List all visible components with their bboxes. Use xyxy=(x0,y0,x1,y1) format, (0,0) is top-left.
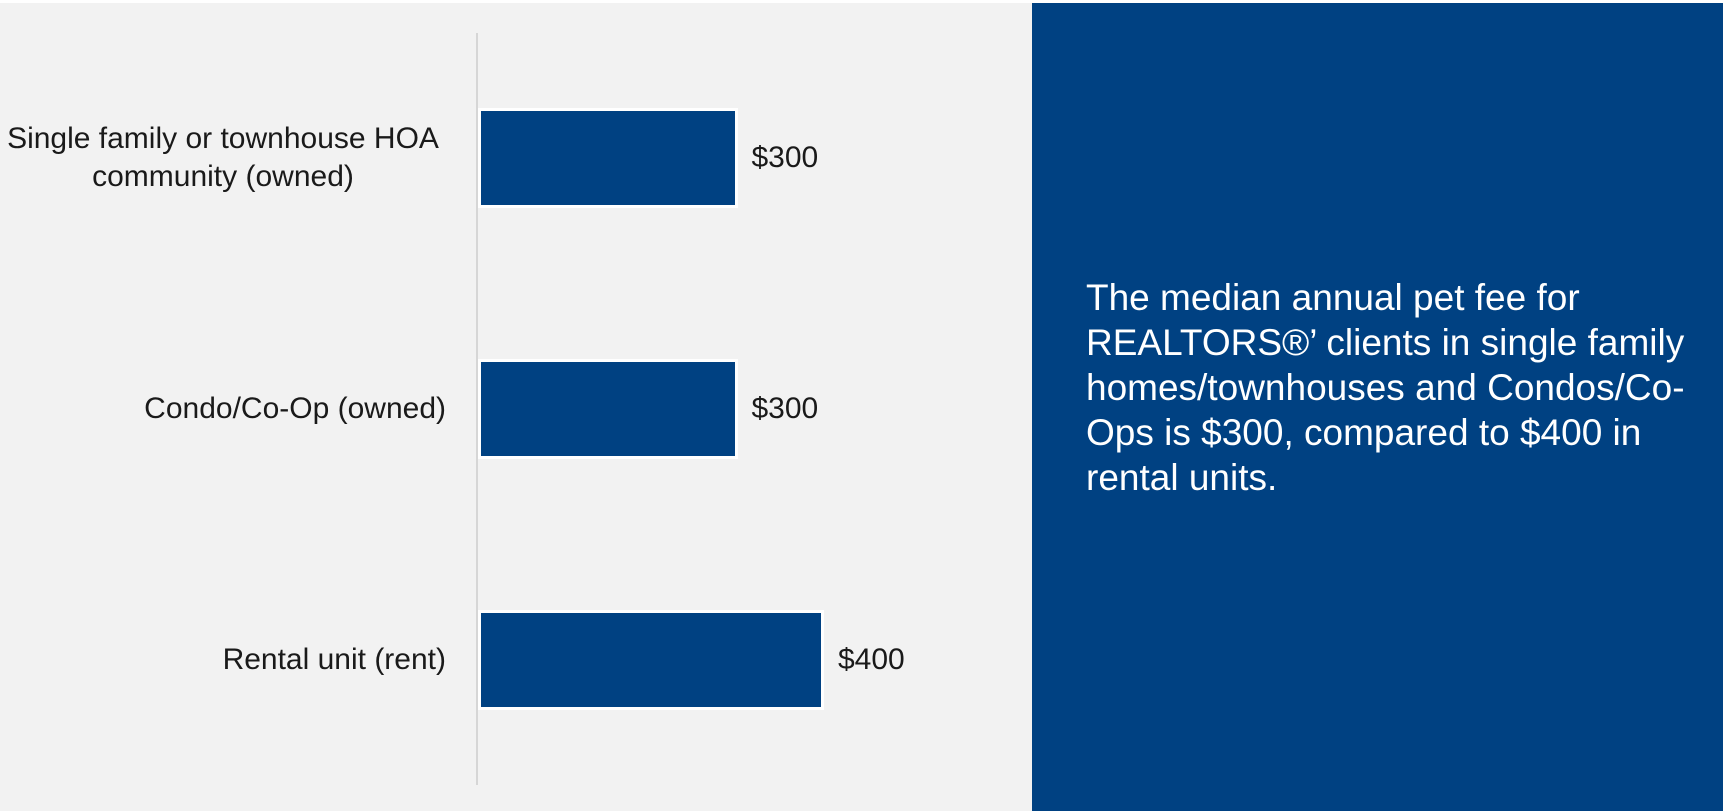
note-panel: The median annual pet fee for REALTORS®’… xyxy=(1032,3,1723,811)
bar xyxy=(478,609,824,710)
category-text: Condo/Co-Op (owned) xyxy=(144,392,446,425)
category-axis xyxy=(476,33,478,785)
bar xyxy=(478,359,738,459)
chart-panel: Single family or townhouse HOA community… xyxy=(0,3,1032,811)
category-text: Single family or townhouse HOA community… xyxy=(7,122,439,194)
note-text: The median annual pet fee for REALTORS®’… xyxy=(1086,277,1685,498)
category-label: Single family or townhouse HOA community… xyxy=(0,120,446,196)
category-text: Rental unit (rent) xyxy=(222,642,446,676)
value-label: $300 xyxy=(751,141,819,175)
category-label: Rental unit (rent) xyxy=(0,641,446,679)
bar xyxy=(478,108,738,209)
category-label: Condo/Co-Op (owned) xyxy=(0,390,446,428)
value-label: $300 xyxy=(751,392,819,425)
value-label: $400 xyxy=(838,642,905,676)
